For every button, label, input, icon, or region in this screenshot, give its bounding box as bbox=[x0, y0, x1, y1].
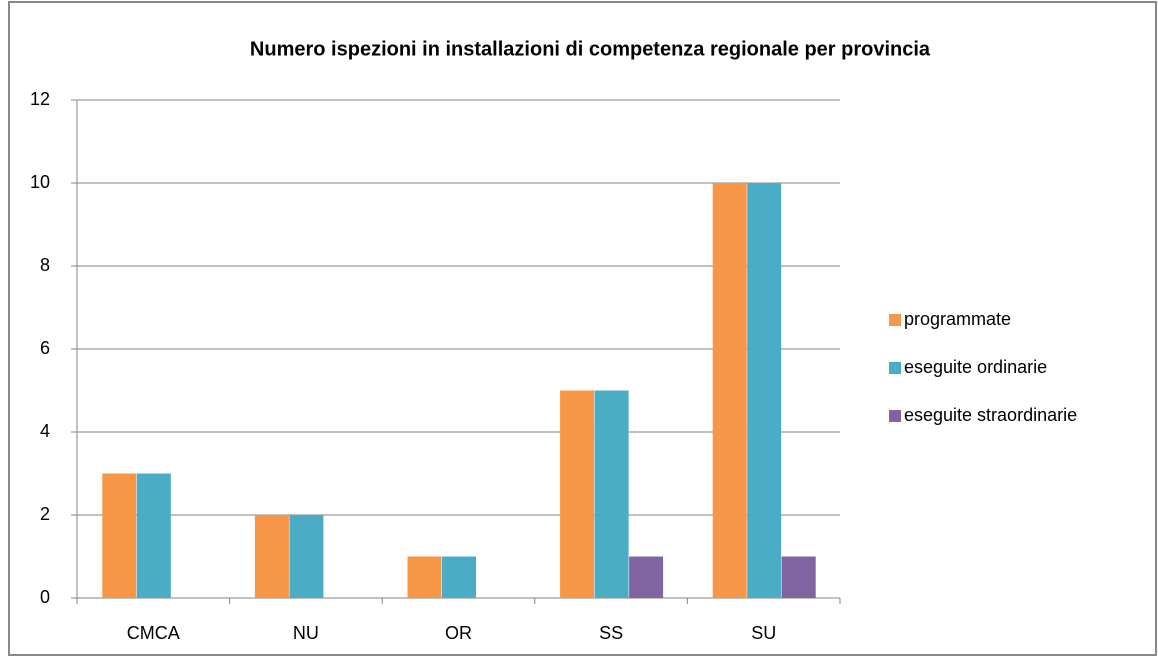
x-tick-label: OR bbox=[445, 623, 472, 643]
legend-label: eseguite ordinarie bbox=[904, 357, 1047, 377]
chart-title: Numero ispezioni in installazioni di com… bbox=[250, 38, 931, 60]
bar bbox=[629, 556, 664, 598]
x-tick-label: SU bbox=[751, 623, 776, 643]
bar bbox=[712, 183, 747, 598]
y-tick-label: 0 bbox=[40, 587, 50, 607]
bar bbox=[289, 515, 324, 598]
y-tick-label: 2 bbox=[40, 504, 50, 524]
y-tick-label: 6 bbox=[40, 338, 50, 358]
bar bbox=[560, 390, 595, 598]
bar bbox=[442, 556, 476, 598]
legend-label: programmate bbox=[904, 309, 1011, 329]
bar bbox=[407, 556, 442, 598]
x-tick-label: SS bbox=[599, 623, 623, 643]
x-tick-label: CMCA bbox=[127, 623, 180, 643]
y-tick-label: 4 bbox=[40, 421, 50, 441]
bar bbox=[781, 556, 816, 598]
bar bbox=[594, 390, 629, 598]
bar bbox=[136, 473, 171, 598]
bar bbox=[102, 473, 137, 598]
y-tick-label: 8 bbox=[40, 255, 50, 275]
y-tick-label: 12 bbox=[30, 89, 50, 109]
x-tick-label: NU bbox=[293, 623, 319, 643]
legend-label: eseguite straordinarie bbox=[904, 405, 1077, 425]
legend-swatch bbox=[889, 314, 901, 326]
bar bbox=[747, 183, 782, 598]
y-tick-label: 10 bbox=[30, 172, 50, 192]
legend-swatch bbox=[889, 410, 901, 422]
legend-swatch bbox=[889, 362, 901, 374]
bar bbox=[254, 515, 289, 598]
